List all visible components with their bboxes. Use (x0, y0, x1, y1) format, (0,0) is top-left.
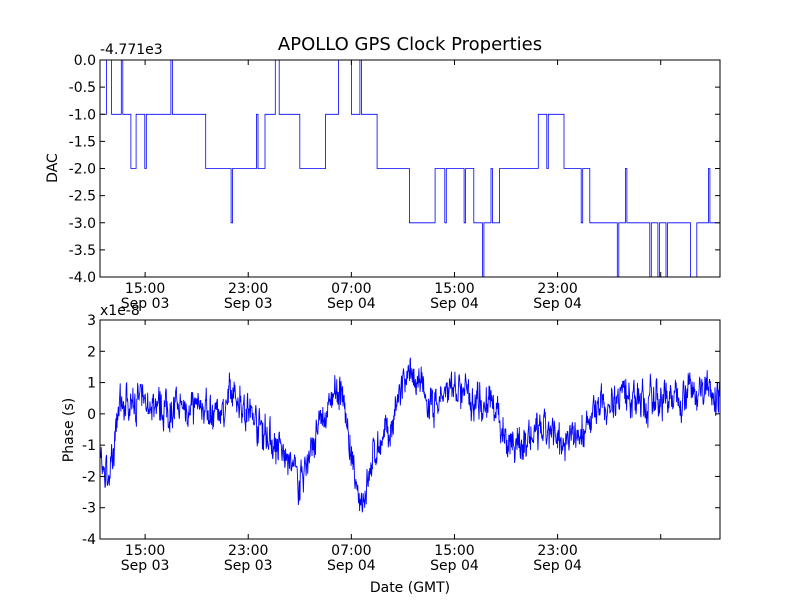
phase-series-line (99, 357, 721, 513)
phase-plot-frame (99, 319, 721, 540)
phase-x-axis-label: Date (GMT) (370, 580, 450, 596)
phase-offset-label: x1e-8 (100, 303, 140, 319)
x-tick-label-date: Sep 03 (224, 296, 273, 312)
y-tick-label: -1 (82, 438, 96, 454)
x-tick-label-time: 07:00 (331, 281, 371, 297)
x-tick-label-time: 15:00 (434, 543, 474, 559)
x-tick-label-date: Sep 04 (533, 296, 582, 312)
y-tick-label: 3 (87, 313, 96, 329)
y-tick-label: 1 (87, 376, 96, 392)
x-tick-label-date: Sep 03 (121, 296, 170, 312)
y-tick-label: -4.0 (69, 270, 96, 286)
y-tick-label: -3 (82, 501, 96, 517)
x-tick-label-time: 15:00 (434, 281, 474, 297)
y-tick-label: -2.5 (69, 189, 96, 205)
phase-series-group (99, 357, 721, 513)
dac-plot-frame (99, 59, 721, 278)
y-tick-label: -3.0 (69, 216, 96, 232)
y-tick-label: -3.5 (69, 243, 96, 259)
x-tick-label-time: 15:00 (125, 281, 165, 297)
x-tick-label-date: Sep 04 (327, 558, 376, 574)
y-tick-label: 0 (87, 407, 96, 423)
dac-series-line (101, 59, 720, 278)
x-tick-label-date: Sep 04 (430, 558, 479, 574)
phase-y-axis-label: Phase (s) (61, 398, 77, 462)
x-tick-label-time: 15:00 (125, 543, 165, 559)
dac-offset-label: -4.771e3 (100, 42, 163, 58)
dac-series-group (101, 59, 720, 278)
x-tick-label-date: Sep 03 (121, 558, 170, 574)
y-tick-label: 0.0 (74, 53, 96, 69)
dac-panel: -4.771e3 DAC 0.0 -0.5 -1.0 -1.5 -2.0 -2.5 -3.0… (45, 42, 721, 312)
x-tick-label-time: 23:00 (228, 543, 268, 559)
y-tick-label: -4 (82, 532, 96, 548)
x-tick-label-date: Sep 04 (533, 558, 582, 574)
x-tick-label-date: Sep 04 (430, 296, 479, 312)
y-tick-label: 2 (87, 344, 96, 360)
y-tick-label: -2.0 (69, 162, 96, 178)
x-tick-label-date: Sep 04 (327, 296, 376, 312)
x-tick-label-date: Sep 03 (224, 558, 273, 574)
x-tick-label-time: 07:00 (331, 543, 371, 559)
x-tick-label-time: 23:00 (228, 281, 268, 297)
x-tick-label-time: 23:00 (537, 543, 577, 559)
y-tick-label: -1.0 (69, 107, 96, 123)
dac-y-axis-label: DAC (45, 153, 61, 183)
y-tick-label: -2 (82, 469, 96, 485)
chart-title: APOLLO GPS Clock Properties (278, 34, 542, 55)
y-tick-label: -1.5 (69, 134, 96, 150)
dac-axes: 0.0 -0.5 -1.0 -1.5 -2.0 -2.5 -3.0 -3.5 -4.0 15:00… (69, 53, 720, 312)
x-tick-label-time: 23:00 (537, 281, 577, 297)
y-tick-label: -0.5 (69, 80, 96, 96)
